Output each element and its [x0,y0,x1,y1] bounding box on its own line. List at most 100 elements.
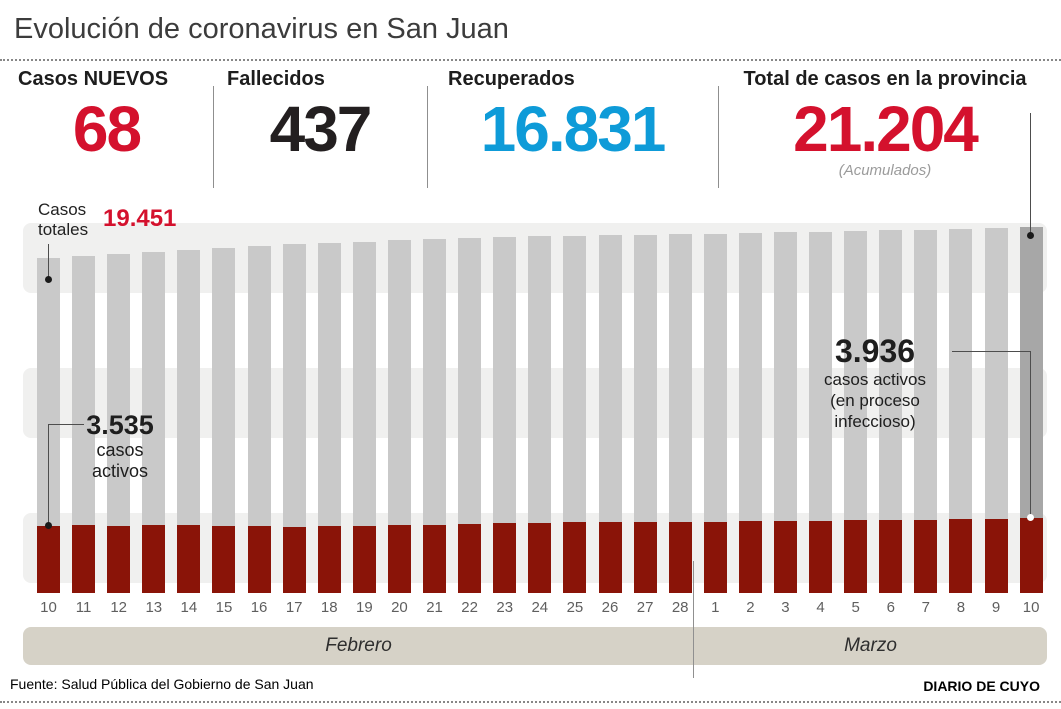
total-cases-bar [458,238,482,593]
bar-column [72,0,96,593]
last-active-connector-dot [1027,514,1034,521]
bar-column [493,0,517,593]
first-active-connector-line [48,424,84,425]
total-cases-bar [282,244,306,593]
bar-column [1019,0,1043,593]
x-axis-label: 26 [601,599,619,616]
stat-casos-nuevos: Casos NUEVOS 68 [0,68,213,198]
total-cases-bar [668,234,692,593]
x-axis-label: 24 [531,599,549,616]
bar-column [668,0,692,593]
total-connector-line [1030,113,1031,235]
totals-callout-value: 19.451 [103,205,177,232]
page-title: Evolución de coronavirus en San Juan [14,13,509,45]
first-active-line1: casos [96,440,144,460]
total-cases-bar [914,230,938,593]
last-active-line2: (en proceso [830,391,920,410]
bar-column [528,0,552,593]
totals-callout-line2: totales [38,220,89,239]
totals-connector-dot [45,276,52,283]
total-connector-dot [1027,232,1034,239]
active-cases-bar [493,523,517,593]
total-cases-bar [1019,227,1043,593]
active-cases-bar [352,526,376,593]
total-cases-bar [107,254,131,593]
last-active-connector-line [952,351,1031,352]
month-label: Marzo [844,635,897,656]
x-axis-label: 20 [391,599,408,616]
bar-column [212,0,236,593]
total-cases-bar [773,232,797,593]
x-axis-label: 6 [886,599,895,616]
total-cases-bar [703,234,727,593]
x-axis-label: 19 [356,599,373,616]
first-active-line2: activos [91,461,149,481]
stat-recuperados: Recuperados 16.831 [427,68,718,198]
bar-columns [37,0,1043,593]
active-cases-bar [72,525,96,593]
stat-value: 437 [269,93,373,165]
x-axis-label: 4 [816,599,825,616]
x-axis-labels: 10 11 12 13 14 15 16 17 18 19 20 21 22 23 24 25 26 27 28 1 2… [37,599,1043,616]
x-axis-label: 8 [956,599,966,616]
active-cases-bar [423,525,447,593]
active-cases-bar [458,524,482,593]
bar-column [352,0,376,593]
bar-column [387,0,411,593]
bar-column [317,0,341,593]
bar-column [984,0,1008,593]
x-axis-label: 10 [1022,599,1040,616]
x-axis-label: 12 [110,599,128,616]
active-cases-bar [317,526,341,593]
month-divider-line [693,561,694,678]
active-cases-bar [598,522,622,593]
stat-divider [718,86,719,188]
total-cases-bar [212,248,236,593]
x-axis-label: 3 [781,599,790,616]
footer-dotted-rule [0,701,1061,703]
bar-column [107,0,131,593]
last-active-line1: casos activos [823,370,927,389]
first-active-value: 3.535 [86,410,154,440]
stat-total-provincia: Total de casos en la provincia 21.204 (A… [718,68,1052,198]
stat-value: 16.831 [480,93,667,165]
bar-column [844,0,868,593]
total-cases-bar [493,237,517,593]
bar-column [949,0,973,593]
stat-label: Fallecidos [227,68,325,90]
total-cases-bar [809,232,833,593]
bar-column [247,0,271,593]
x-axis-label: 27 [636,599,654,616]
x-axis-label: 25 [566,599,584,616]
active-cases-bar [809,521,833,593]
active-cases-bar [984,519,1008,593]
total-cases-bar [844,231,868,593]
total-cases-bar [949,229,973,593]
stat-divider [427,86,428,188]
x-axis-label: 16 [250,599,268,616]
active-cases-bar [633,522,657,593]
last-active-callout: 3.936 casos activos (en proceso infeccio… [802,333,948,432]
total-cases-bar [177,250,201,593]
x-axis-label: 9 [991,599,1001,616]
totals-callout-line1: Casos [38,200,87,219]
last-active-line3: infeccioso) [834,412,916,431]
x-axis-label: 21 [426,599,443,616]
active-cases-bar [212,526,236,593]
stat-fallecidos: Fallecidos 437 [213,68,427,198]
bar-column [738,0,762,593]
bar-column [809,0,833,593]
total-cases-bar [317,243,341,593]
x-axis-label: 18 [320,599,338,616]
month-band: Febrero Marzo [23,627,1047,665]
bar-column [458,0,482,593]
total-cases-bar [423,239,447,593]
stat-value: 68 [72,93,142,165]
active-cases-bar [142,525,166,593]
month-label: Febrero [325,635,392,656]
active-cases-bar [37,526,60,593]
x-axis-label: 22 [461,599,478,616]
active-cases-bar [387,525,411,593]
total-cases-bar [879,230,903,593]
